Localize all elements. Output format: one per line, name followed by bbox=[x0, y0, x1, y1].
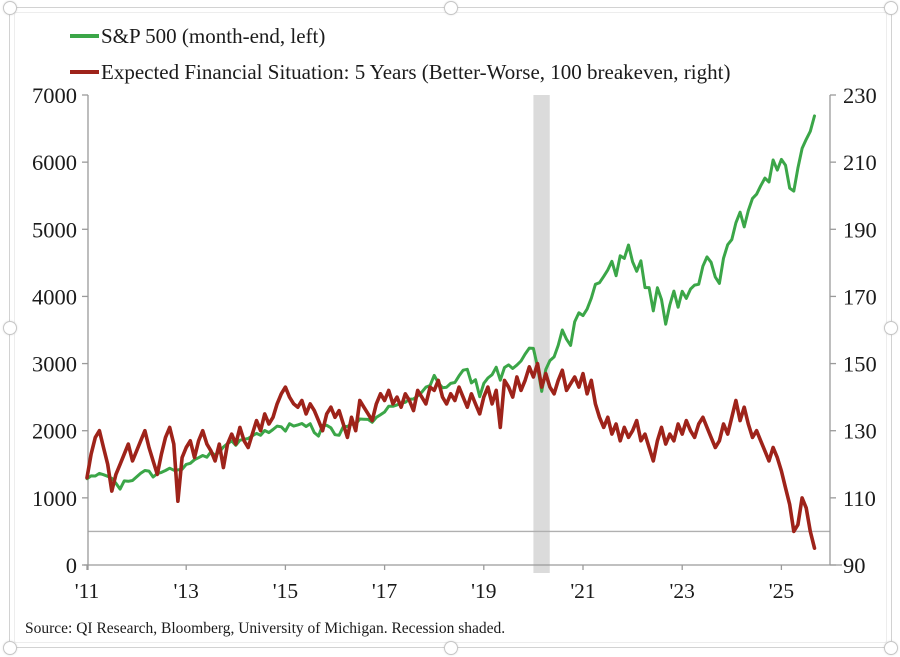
left-axis-tick-label: 6000 bbox=[32, 150, 77, 175]
x-axis-tick-label: '21 bbox=[570, 579, 595, 603]
right-axis-tick-label: 130 bbox=[843, 419, 877, 444]
left-axis-tick-label: 4000 bbox=[32, 284, 77, 309]
selection-handle-bottom-left[interactable] bbox=[3, 641, 17, 655]
expected-financial-situation-line bbox=[85, 361, 817, 551]
right-axis-tick-label: 170 bbox=[843, 284, 877, 309]
right-axis-tick-label: 90 bbox=[843, 553, 866, 578]
left-axis-tick-label: 7000 bbox=[32, 83, 77, 108]
x-axis-tick-label: '25 bbox=[769, 579, 794, 603]
legend-label-sp500: S&P 500 (month-end, left) bbox=[101, 23, 326, 48]
x-axis-tick-label: '17 bbox=[372, 579, 398, 603]
x-axis-tick-label: '13 bbox=[174, 579, 199, 603]
recession-band bbox=[533, 95, 550, 573]
right-axis-tick-label: 210 bbox=[843, 150, 877, 175]
selection-handle-top-center[interactable] bbox=[444, 1, 458, 15]
right-axis-tick-label: 230 bbox=[843, 83, 877, 108]
left-axis-tick-label: 2000 bbox=[32, 419, 77, 444]
left-axis-tick-label: 0 bbox=[66, 553, 77, 578]
selection-handle-top-right[interactable] bbox=[884, 1, 898, 15]
left-axis-tick-label: 1000 bbox=[32, 486, 77, 511]
selection-handle-middle-left[interactable] bbox=[3, 321, 17, 335]
legend-item-expected-financial-situation[interactable]: Expected Financial Situation: 5 Years (B… bbox=[70, 54, 730, 90]
source-note: Source: QI Research, Bloomberg, Universi… bbox=[25, 620, 506, 637]
sp500-line bbox=[85, 114, 816, 491]
sp500-line-swatch bbox=[70, 34, 99, 38]
x-axis-tick-label: '23 bbox=[670, 579, 695, 603]
selection-handle-middle-right[interactable] bbox=[884, 321, 898, 335]
selection-handle-top-left[interactable] bbox=[3, 1, 17, 15]
selection-handle-bottom-right[interactable] bbox=[884, 641, 898, 655]
right-axis-tick-label: 110 bbox=[843, 486, 876, 511]
legend-label-expected-financial-situation: Expected Financial Situation: 5 Years (B… bbox=[101, 59, 731, 84]
left-axis-tick-label: 3000 bbox=[32, 352, 77, 377]
legend: S&P 500 (month-end, left) Expected Finan… bbox=[70, 18, 730, 90]
x-axis-tick-label: '11 bbox=[75, 579, 100, 603]
selection-handle-bottom-center[interactable] bbox=[444, 641, 458, 655]
x-axis-tick-label: '19 bbox=[471, 579, 496, 603]
right-axis-tick-label: 190 bbox=[843, 217, 877, 242]
legend-item-sp500[interactable]: S&P 500 (month-end, left) bbox=[70, 18, 730, 54]
right-axis-tick-label: 150 bbox=[843, 352, 877, 377]
left-axis-tick-label: 5000 bbox=[32, 217, 77, 242]
x-axis-tick-label: '15 bbox=[273, 579, 298, 603]
expected-financial-situation-line-swatch bbox=[70, 70, 99, 74]
